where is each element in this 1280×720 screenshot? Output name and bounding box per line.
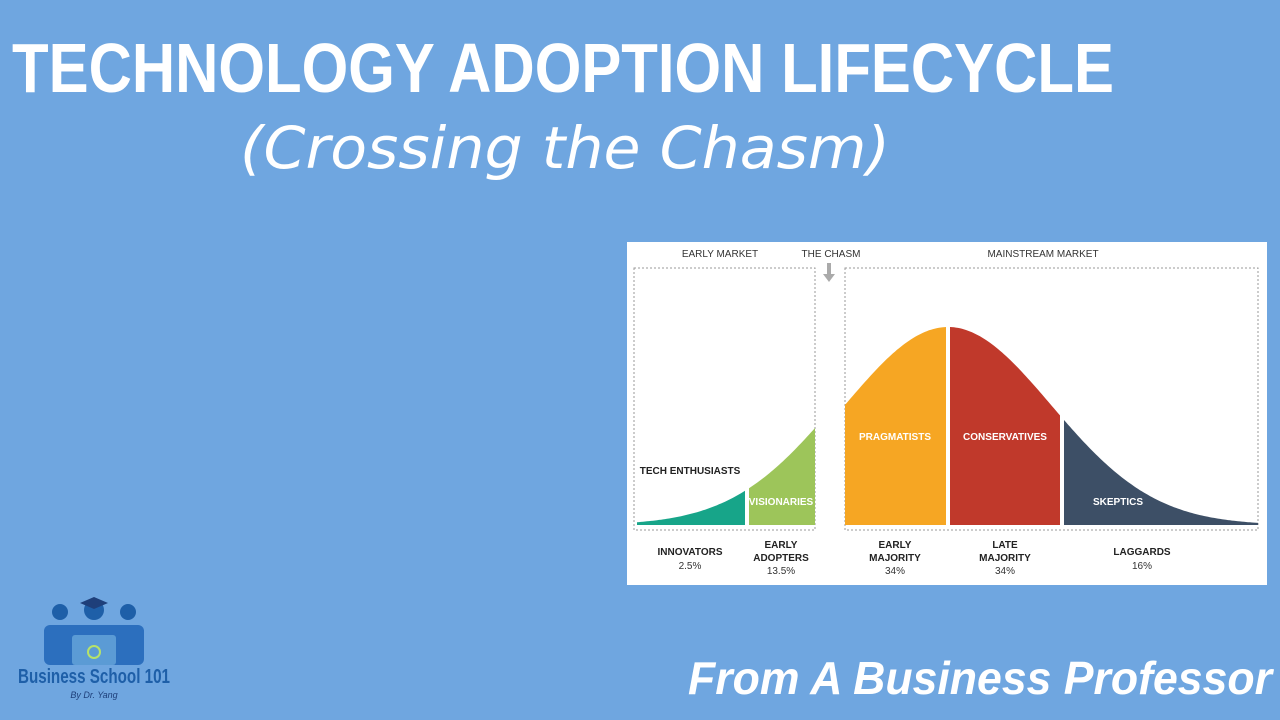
mainstream-header: MAINSTREAM MARKET xyxy=(987,249,1098,260)
title: TECHNOLOGY ADOPTION LIFECYCLE xyxy=(12,29,1114,107)
segment-share: 34% xyxy=(885,566,905,577)
segments: TECH ENTHUSIASTS INNOVATORS 2.5% VISIONARIE… xyxy=(637,327,1258,577)
segment-name: MAJORITY xyxy=(979,553,1031,564)
segment-name: LAGGARDS xyxy=(1113,547,1171,558)
chasm-header: THE CHASM xyxy=(802,249,861,260)
segment-name: INNOVATORS xyxy=(657,547,722,558)
segment-share: 16% xyxy=(1132,561,1152,572)
chasm-arrow xyxy=(823,263,835,282)
segment-name: EARLY xyxy=(765,540,798,551)
early-market-header: EARLY MARKET xyxy=(682,249,758,260)
curve-segment xyxy=(1064,420,1258,525)
early-market-box xyxy=(633,267,816,531)
segment-label: TECH ENTHUSIASTS xyxy=(640,466,741,477)
segment-label: VISIONARIES xyxy=(749,497,814,508)
curve-segment xyxy=(950,327,1060,525)
segment-label: SKEPTICS xyxy=(1093,497,1143,508)
mainstream-market-box xyxy=(844,267,1259,531)
segment-share: 13.5% xyxy=(767,566,795,577)
logo: Business School 101 By Dr. Yang xyxy=(18,597,170,700)
logo-byline: By Dr. Yang xyxy=(70,690,117,700)
segment-share: 34% xyxy=(995,566,1015,577)
segment-label: CONSERVATIVES xyxy=(963,432,1047,443)
curve-segment xyxy=(637,490,745,525)
segment-label: PRAGMATISTS xyxy=(859,432,931,443)
subtitle: (Crossing the Chasm) xyxy=(240,114,890,182)
diagram-panel xyxy=(627,242,1267,585)
curve-segment xyxy=(845,327,946,525)
curve-segment xyxy=(749,427,815,525)
segment-name: EARLY xyxy=(879,540,912,551)
logo-name: Business School 101 xyxy=(18,666,170,688)
segment-name: ADOPTERS xyxy=(753,553,809,564)
segment-name: MAJORITY xyxy=(869,553,921,564)
segment-share: 2.5% xyxy=(679,561,702,572)
footer: From A Business Professor xyxy=(688,652,1274,704)
segment-name: LATE xyxy=(992,540,1018,551)
